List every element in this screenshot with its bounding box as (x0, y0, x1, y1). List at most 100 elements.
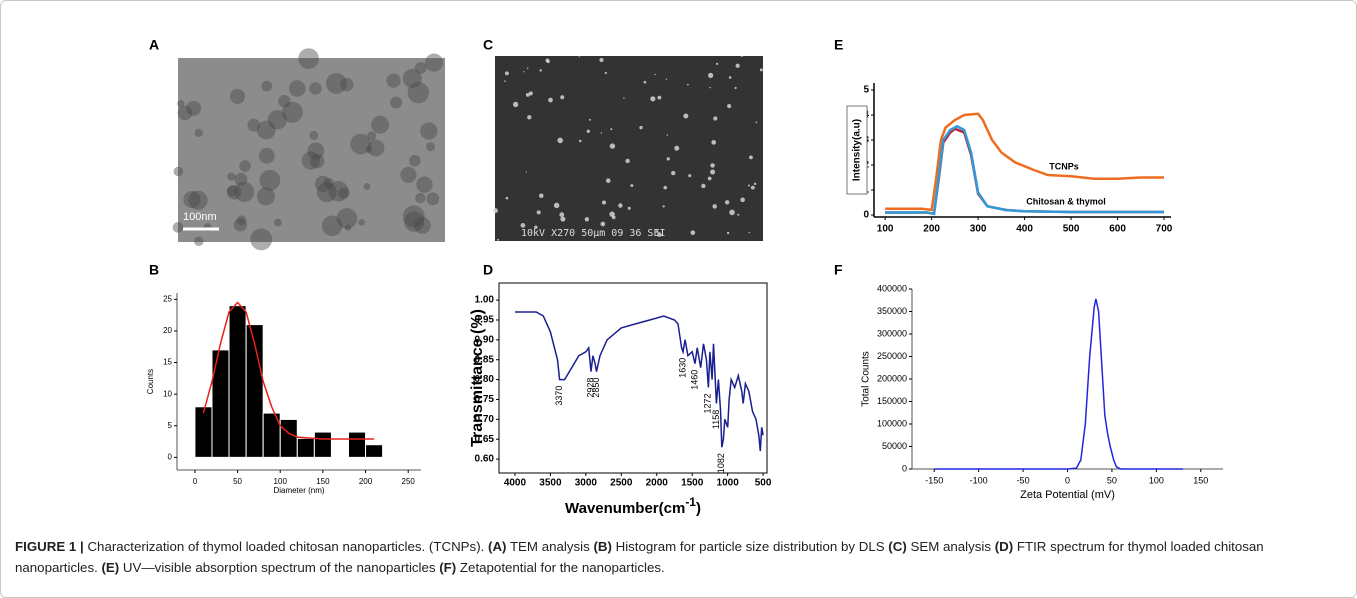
y-tick-label: 150000 (877, 396, 907, 406)
y-tick-label: 5 (863, 85, 869, 96)
particle (604, 71, 607, 75)
y-tick-label: 5 (168, 421, 173, 430)
panel-label: F (834, 262, 843, 278)
y-tick-label: 10 (163, 389, 172, 398)
peak-label: 1082 (716, 453, 726, 473)
nanoparticle (188, 190, 208, 210)
particle (662, 205, 665, 208)
particle (492, 208, 498, 214)
particle (663, 185, 668, 190)
particle (671, 170, 676, 176)
nanoparticle (226, 185, 238, 197)
nanoparticle (325, 72, 347, 94)
nanoparticle (256, 120, 276, 140)
nanoparticle (344, 224, 352, 231)
particle (755, 121, 758, 123)
particle (711, 140, 717, 145)
particle (625, 158, 630, 164)
line (934, 298, 1183, 470)
particle (729, 209, 735, 216)
particle (740, 197, 745, 203)
particle (605, 178, 611, 183)
particle (753, 182, 757, 186)
particle (557, 137, 563, 144)
nanoparticle (314, 175, 332, 193)
peak-label: 1460 (689, 370, 699, 390)
particle (599, 57, 604, 63)
nanoparticle (273, 218, 282, 227)
particle (525, 92, 530, 97)
x-tick-label: -150 (925, 475, 943, 485)
line (202, 301, 375, 440)
particle (747, 184, 750, 187)
nanoparticle (426, 142, 436, 152)
nanoparticle (390, 96, 403, 109)
particle (560, 216, 566, 222)
x-axis-label-part: Wavenumber(cm (565, 500, 685, 517)
bar (245, 324, 264, 458)
nanoparticle (256, 187, 275, 206)
nanoparticle (367, 131, 377, 141)
nanoparticle (358, 219, 365, 226)
nanoparticle (227, 172, 236, 181)
x-tick-label: 50 (233, 477, 242, 486)
panel-label: C (483, 37, 493, 53)
particle (527, 115, 532, 120)
y-tick-label: 200000 (877, 373, 907, 383)
y-tick-label: 0.70 (475, 414, 495, 425)
particle (726, 231, 730, 235)
nanoparticle (323, 177, 335, 189)
particle (586, 129, 590, 133)
particle (713, 116, 718, 121)
particle (523, 71, 525, 73)
caption-part: FIGURE 1 | (15, 539, 84, 554)
x-tick-label: 400 (1016, 224, 1033, 235)
caption-part: TEM analysis (506, 539, 594, 554)
particle (654, 73, 656, 76)
peak-label: 2850 (591, 378, 601, 398)
y-tick-label: 50000 (882, 441, 907, 451)
particle (759, 68, 763, 72)
caption-part: (A) (488, 539, 507, 554)
particle (712, 204, 717, 209)
panel-label: D (483, 262, 493, 278)
particle (708, 72, 714, 78)
particle (690, 230, 696, 236)
series-label: TCNPs (1049, 161, 1079, 171)
particle (534, 225, 538, 229)
nanoparticle (194, 236, 204, 247)
caption-part: (E) (101, 560, 120, 575)
y-tick-label: 0.85 (475, 354, 495, 365)
nanoparticle (229, 88, 245, 104)
x-axis-label: Wavenumber(cm-1) (565, 495, 701, 517)
y-tick-label: 0.65 (475, 434, 495, 445)
nanoparticle (363, 183, 371, 190)
caption-part: (F) (439, 560, 457, 575)
nanoparticle (420, 122, 438, 140)
nanoparticle (404, 211, 425, 232)
caption-part: FTIR spectrum for thymol loaded chitosan… (15, 539, 1264, 575)
particle (728, 76, 732, 79)
y-tick-label: 0.90 (475, 334, 495, 345)
particle (666, 134, 668, 136)
nanoparticle (234, 172, 248, 186)
micrograph (495, 56, 763, 241)
particle (526, 67, 529, 70)
x-axis-label: Zeta Potential (mV) (1020, 489, 1115, 501)
particle (601, 200, 607, 205)
y-axis-label: Total Counts (861, 351, 872, 407)
nanoparticle (402, 205, 425, 228)
particle (504, 71, 509, 76)
particle (657, 95, 662, 100)
particle (707, 176, 712, 181)
particle (512, 101, 519, 108)
line (515, 311, 764, 452)
particle (539, 193, 544, 198)
particle (749, 155, 753, 160)
x-tick-label: 0 (193, 477, 198, 486)
particle (610, 128, 613, 131)
nanoparticle (336, 208, 358, 229)
x-tick-label: 4000 (504, 478, 527, 489)
line (885, 112, 1164, 212)
particle (559, 212, 565, 218)
